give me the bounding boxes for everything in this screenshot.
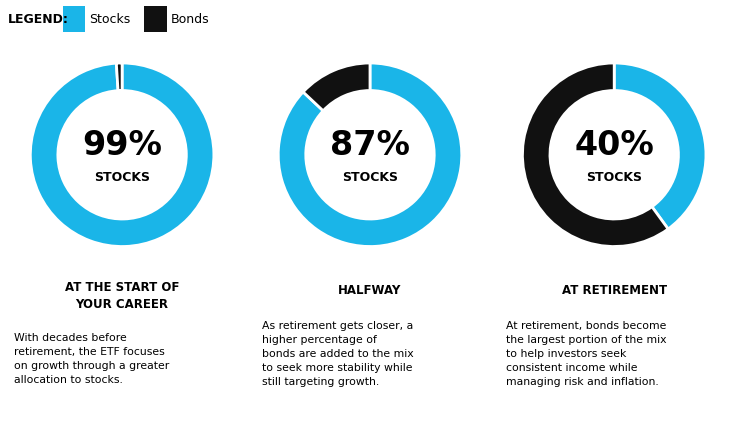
Wedge shape	[614, 63, 706, 229]
Wedge shape	[30, 63, 214, 246]
Text: 87%: 87%	[330, 129, 410, 162]
Text: 40%: 40%	[574, 129, 654, 162]
Text: LEGEND:: LEGEND:	[8, 13, 69, 25]
Text: At retirement, bonds become
the largest portion of the mix
to help investors see: At retirement, bonds become the largest …	[506, 321, 667, 387]
Text: HALFWAY: HALFWAY	[338, 284, 402, 296]
Wedge shape	[303, 63, 370, 111]
Wedge shape	[522, 63, 668, 246]
Text: STOCKS: STOCKS	[94, 171, 150, 184]
Text: With decades before
retirement, the ETF focuses
on growth through a greater
allo: With decades before retirement, the ETF …	[14, 333, 169, 385]
Text: Stocks: Stocks	[90, 13, 131, 25]
Text: AT RETIREMENT: AT RETIREMENT	[562, 284, 667, 296]
Text: STOCKS: STOCKS	[342, 171, 398, 184]
Text: As retirement gets closer, a
higher percentage of
bonds are added to the mix
to : As retirement gets closer, a higher perc…	[262, 321, 414, 387]
Wedge shape	[278, 63, 462, 246]
Text: AT THE START OF
YOUR CAREER: AT THE START OF YOUR CAREER	[65, 281, 179, 311]
FancyBboxPatch shape	[144, 6, 167, 33]
FancyBboxPatch shape	[63, 6, 86, 33]
Text: Bonds: Bonds	[171, 13, 209, 25]
Text: STOCKS: STOCKS	[586, 171, 642, 184]
Wedge shape	[116, 63, 122, 91]
Text: 99%: 99%	[82, 129, 162, 162]
